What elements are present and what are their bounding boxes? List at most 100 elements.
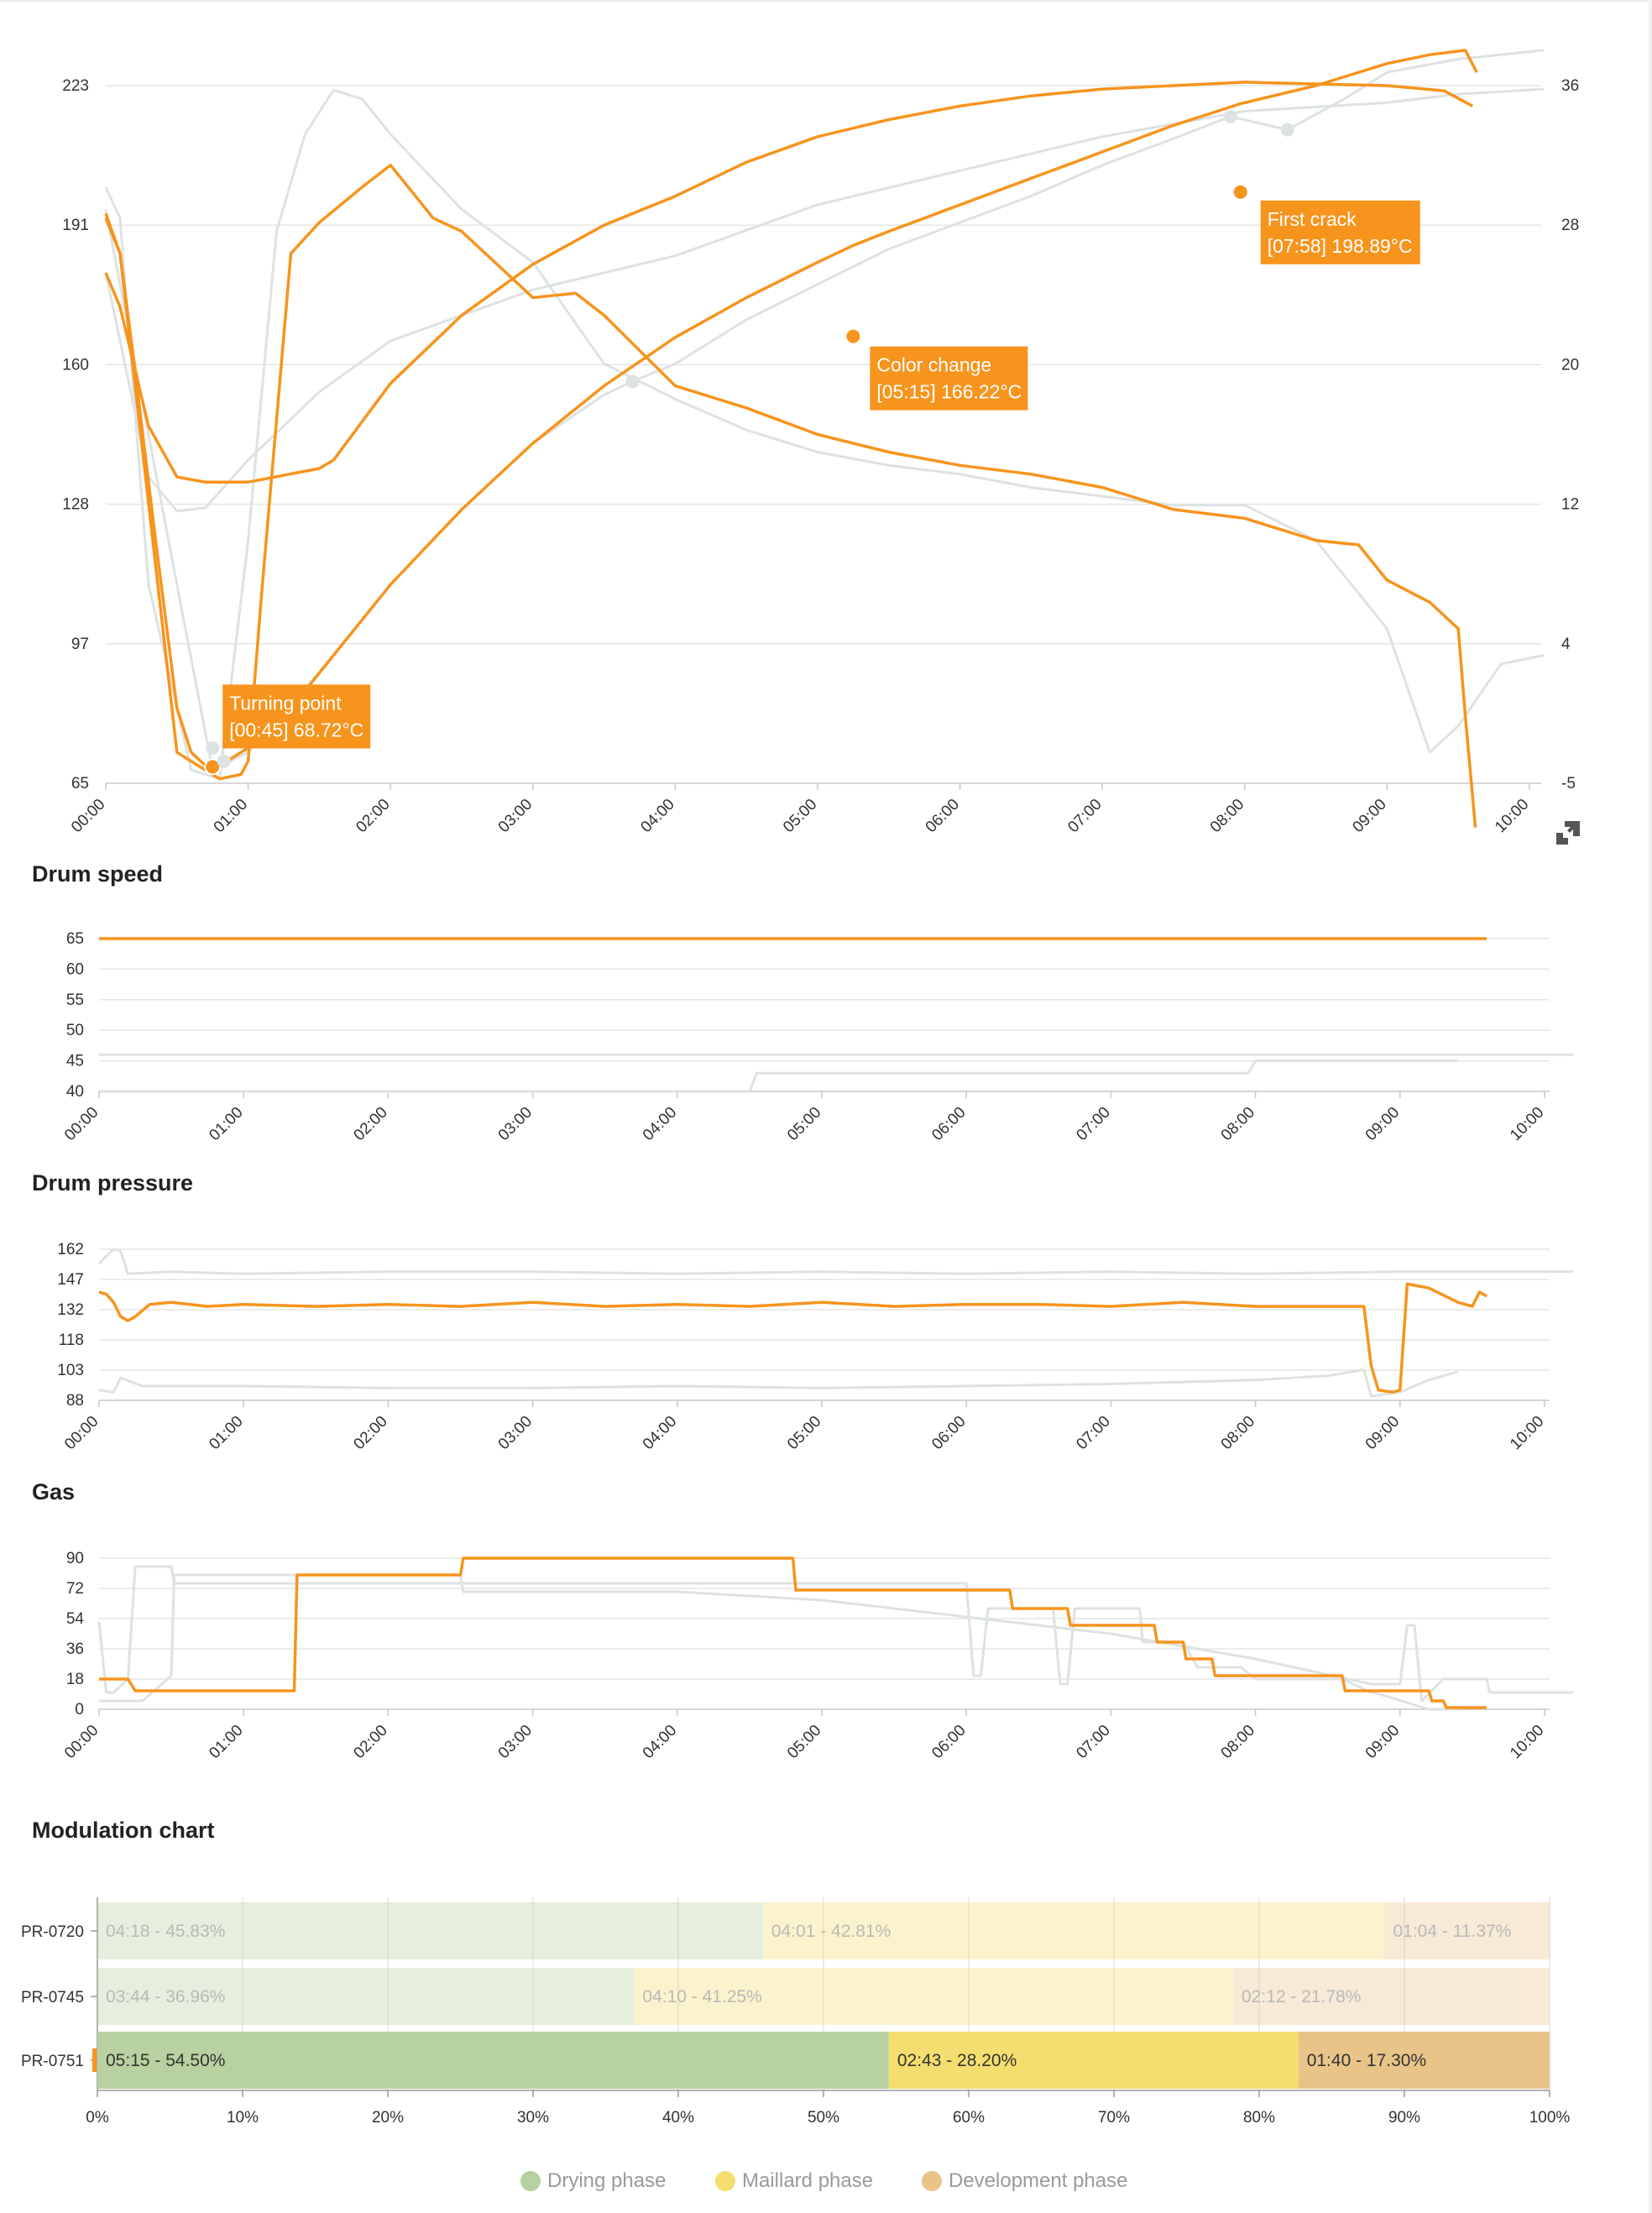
annotation-value: [00:45] 68.72°C	[229, 719, 363, 740]
series-line-bean_temp	[104, 49, 1478, 769]
x-tick-label: 00:00	[61, 1413, 102, 1453]
annotation-value: [05:15] 166.22°C	[876, 381, 1022, 403]
legend-drying[interactable]: Drying phase	[520, 2169, 666, 2193]
x-tick-label: 07:00	[1073, 1413, 1113, 1453]
x-tick-label: 02:00	[350, 1722, 390, 1762]
legend-maillard[interactable]: Maillard phase	[715, 2169, 873, 2193]
x-tick-label: 00:00	[61, 1104, 102, 1144]
x-tick-label: 09:00	[1362, 1104, 1403, 1144]
y-tick-label: 45	[66, 1053, 84, 1070]
modulation-bar-segment[interactable]	[97, 1968, 635, 2025]
annotation-marker[interactable]	[844, 327, 862, 345]
series-line-2	[99, 1556, 1487, 1709]
phase-legend: Drying phase Maillard phase Development …	[0, 2169, 1652, 2200]
x-tick-label: 10:00	[1507, 1413, 1547, 1453]
y-tick-label: 55	[66, 991, 84, 1009]
x-tick-label: 09:00	[1362, 1722, 1403, 1762]
x-tick-label: 05:00	[780, 796, 820, 836]
reference-marker	[217, 754, 231, 768]
y-tick-label: 36	[66, 1640, 84, 1658]
modulation-bar-segment[interactable]	[1384, 1902, 1550, 1959]
drum-speed-chart: 65 60 55 50 45 40 00:00 01:00 02:00 03:00 04:00 05:…	[61, 930, 1574, 1144]
y2-tick-label: 12	[1561, 496, 1579, 514]
x-tick-label: 08:00	[1218, 1722, 1258, 1762]
x-tick-label: 02:00	[350, 1104, 390, 1144]
y-tick-label: 40	[66, 1083, 84, 1101]
x-tick-label: 07:00	[1073, 1104, 1113, 1144]
x-tick-label: 60%	[953, 2109, 985, 2127]
y-tick-label: 65	[71, 775, 89, 793]
x-tick-label: 10%	[227, 2109, 259, 2127]
modulation-bar-segment[interactable]	[634, 1968, 1234, 2025]
modulation-bar-segment[interactable]	[97, 2032, 889, 2089]
reference-line-1	[99, 1573, 1574, 1703]
legend-development[interactable]: Development phase	[922, 2169, 1127, 2193]
x-tick-label: 06:00	[928, 1413, 969, 1453]
legend-development-label: Development phase	[949, 2169, 1128, 2192]
x-tick-label: 04:00	[640, 1104, 680, 1144]
y2-tick-label: 4	[1561, 636, 1571, 653]
modulation-bar-segment[interactable]	[1298, 2032, 1550, 2089]
segment-label: 04:10 - 41.25%	[642, 1987, 761, 2006]
reference-marker	[625, 374, 640, 389]
modulation-chart: 0% 10% 20% 30% 40% 50% 60% 70% 80% 90% 100% 04:18 -…	[21, 1897, 1570, 2127]
annotation-marker[interactable]	[1231, 183, 1249, 201]
x-tick-label: 30%	[517, 2109, 549, 2127]
y-tick-label: 118	[59, 1331, 84, 1349]
y2-tick-label: 20	[1561, 356, 1579, 374]
x-tick-label: 08:00	[1207, 796, 1247, 836]
reference-marker	[1280, 123, 1294, 137]
legend-maillard-label: Maillard phase	[742, 2169, 874, 2192]
x-tick-label: 08:00	[1218, 1104, 1258, 1144]
category-label: PR-0720	[21, 1923, 84, 1941]
x-tick-label: 06:00	[928, 1104, 969, 1144]
drum-pressure-title: Drum pressure	[32, 1170, 194, 1195]
modulation-bar-segment[interactable]	[1233, 1968, 1550, 2025]
x-tick-label: 20%	[372, 2109, 404, 2127]
y-tick-label: 72	[66, 1580, 84, 1598]
x-tick-label: 04:00	[640, 1413, 680, 1453]
segment-label: 03:44 - 36.96%	[106, 1987, 225, 2006]
active-row-indicator	[92, 2048, 97, 2072]
y-tick-label: 88	[66, 1392, 84, 1410]
export-icon[interactable]	[1553, 818, 1583, 848]
annotation-marker[interactable]	[204, 758, 222, 776]
y-tick-label: 147	[57, 1271, 84, 1289]
reference-line-0	[97, 1248, 1574, 1275]
y2-tick-label: 36	[1561, 77, 1579, 95]
reference-line-ror_ref	[104, 88, 1545, 781]
x-tick-label: 10:00	[1492, 796, 1532, 836]
modulation-bar-segment[interactable]	[97, 1902, 763, 1959]
annotation-box	[870, 346, 1028, 411]
annotation-label: Color change	[876, 354, 991, 376]
modulation-bar-segment[interactable]	[762, 1902, 1385, 1959]
x-tick-label: 10:00	[1507, 1104, 1547, 1144]
x-tick-label: 0%	[86, 2109, 109, 2127]
reference-marker	[206, 740, 220, 755]
legend-development-dot	[922, 2171, 942, 2191]
y-tick-label: 0	[75, 1701, 84, 1719]
x-tick-label: 05:00	[784, 1413, 824, 1453]
x-tick-label: 03:00	[495, 1722, 536, 1762]
x-tick-label: 70%	[1098, 2109, 1130, 2127]
reference-line-0	[97, 1565, 1458, 1711]
x-tick-label: 03:00	[495, 1413, 536, 1453]
y-tick-label: 128	[62, 496, 89, 514]
segment-label: 02:43 - 28.20%	[897, 2051, 1017, 2070]
y2-tick-label: -5	[1561, 775, 1576, 793]
x-tick-label: 04:00	[640, 1722, 680, 1762]
x-tick-label: 06:00	[928, 1722, 969, 1762]
x-tick-label: 01:00	[206, 1104, 246, 1144]
modulation-bar-segment[interactable]	[888, 2032, 1299, 2089]
x-tick-label: 07:00	[1073, 1722, 1113, 1762]
reference-line-env_temp_ref	[104, 87, 1545, 513]
x-tick-label: 01:00	[211, 796, 251, 836]
modulation-title: Modulation chart	[32, 1818, 215, 1843]
y-tick-label: 223	[62, 77, 89, 95]
x-tick-label: 03:00	[495, 796, 536, 836]
x-tick-label: 03:00	[495, 1104, 536, 1144]
y-tick-label: 60	[66, 960, 84, 978]
y-tick-label: 97	[71, 636, 89, 653]
series-line-env_temp	[104, 81, 1474, 484]
x-tick-label: 05:00	[784, 1104, 824, 1144]
